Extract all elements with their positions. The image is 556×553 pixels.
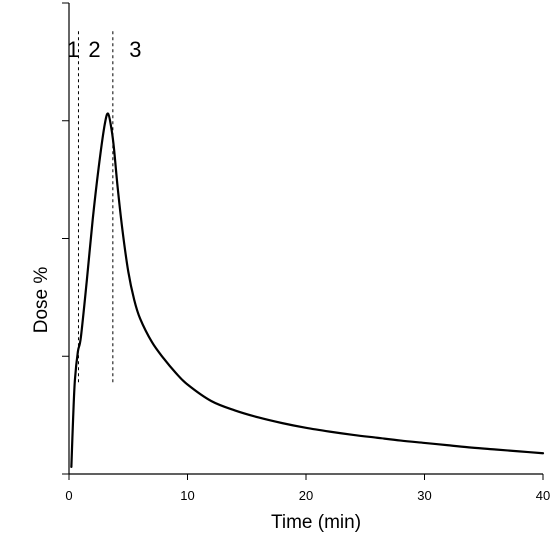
x-tick-label: 0 [65, 488, 72, 503]
dose-curve [70, 112, 545, 469]
phase-label-1: 1 [67, 37, 79, 62]
phase-label-2: 2 [88, 37, 100, 62]
x-tick-label: 30 [417, 488, 431, 503]
y-ticks [62, 2, 69, 475]
x-tick-label: 40 [536, 488, 550, 503]
x-tick-label: 20 [299, 488, 313, 503]
phase-dividers [77, 31, 114, 385]
phase-label-3: 3 [129, 37, 141, 62]
series-group [70, 112, 545, 469]
x-ticks: 0 10 20 30 40 [65, 474, 550, 503]
x-axis-title: Time (min) [271, 512, 361, 533]
y-axis-title: Dose % [31, 267, 52, 334]
x-tick-label: 10 [180, 488, 194, 503]
